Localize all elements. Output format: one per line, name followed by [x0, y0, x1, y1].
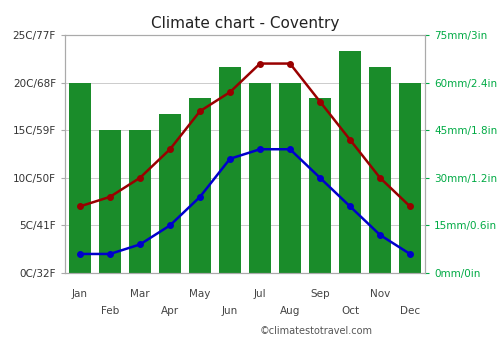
Text: Jan: Jan	[72, 289, 88, 299]
Bar	[369, 67, 391, 273]
Bar	[279, 83, 301, 273]
Text: Sep: Sep	[310, 289, 330, 299]
Text: Oct: Oct	[341, 306, 359, 316]
Text: ©climatestotravel.com: ©climatestotravel.com	[260, 326, 373, 336]
Text: Nov: Nov	[370, 289, 390, 299]
Text: Apr: Apr	[161, 306, 179, 316]
Text: Dec: Dec	[400, 306, 420, 316]
Text: May: May	[190, 289, 210, 299]
Bar	[309, 98, 331, 273]
Bar	[399, 83, 421, 273]
Bar	[159, 114, 181, 273]
Text: Mar: Mar	[130, 289, 150, 299]
Text: Jun: Jun	[222, 306, 238, 316]
Bar	[129, 130, 151, 273]
Bar	[339, 51, 361, 273]
Bar	[69, 83, 91, 273]
Text: Feb: Feb	[101, 306, 119, 316]
Bar	[99, 130, 121, 273]
Bar	[189, 98, 211, 273]
Text: Jul: Jul	[254, 289, 266, 299]
Bar	[219, 67, 241, 273]
Text: Aug: Aug	[280, 306, 300, 316]
Bar	[249, 83, 271, 273]
Title: Climate chart - Coventry: Climate chart - Coventry	[151, 16, 339, 31]
